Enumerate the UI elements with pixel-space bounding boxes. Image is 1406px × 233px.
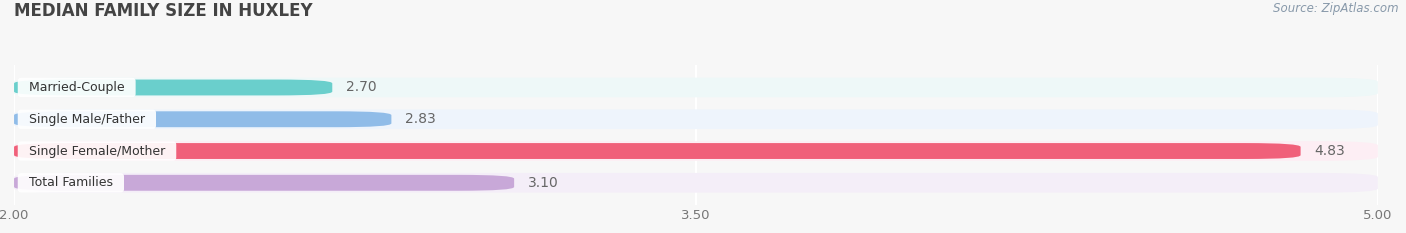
Text: Single Male/Father: Single Male/Father bbox=[21, 113, 153, 126]
Text: MEDIAN FAMILY SIZE IN HUXLEY: MEDIAN FAMILY SIZE IN HUXLEY bbox=[14, 2, 312, 20]
Text: Total Families: Total Families bbox=[21, 176, 121, 189]
FancyBboxPatch shape bbox=[14, 110, 1378, 129]
Text: Married-Couple: Married-Couple bbox=[21, 81, 132, 94]
FancyBboxPatch shape bbox=[14, 79, 332, 96]
FancyBboxPatch shape bbox=[14, 78, 1378, 97]
Text: Single Female/Mother: Single Female/Mother bbox=[21, 144, 173, 158]
Text: 2.70: 2.70 bbox=[346, 80, 377, 94]
FancyBboxPatch shape bbox=[14, 141, 1378, 161]
FancyBboxPatch shape bbox=[14, 111, 391, 127]
Text: Source: ZipAtlas.com: Source: ZipAtlas.com bbox=[1274, 2, 1399, 15]
Text: 3.10: 3.10 bbox=[527, 176, 558, 190]
FancyBboxPatch shape bbox=[14, 175, 515, 191]
Text: 4.83: 4.83 bbox=[1315, 144, 1346, 158]
FancyBboxPatch shape bbox=[14, 173, 1378, 193]
Text: 2.83: 2.83 bbox=[405, 112, 436, 126]
FancyBboxPatch shape bbox=[14, 143, 1301, 159]
